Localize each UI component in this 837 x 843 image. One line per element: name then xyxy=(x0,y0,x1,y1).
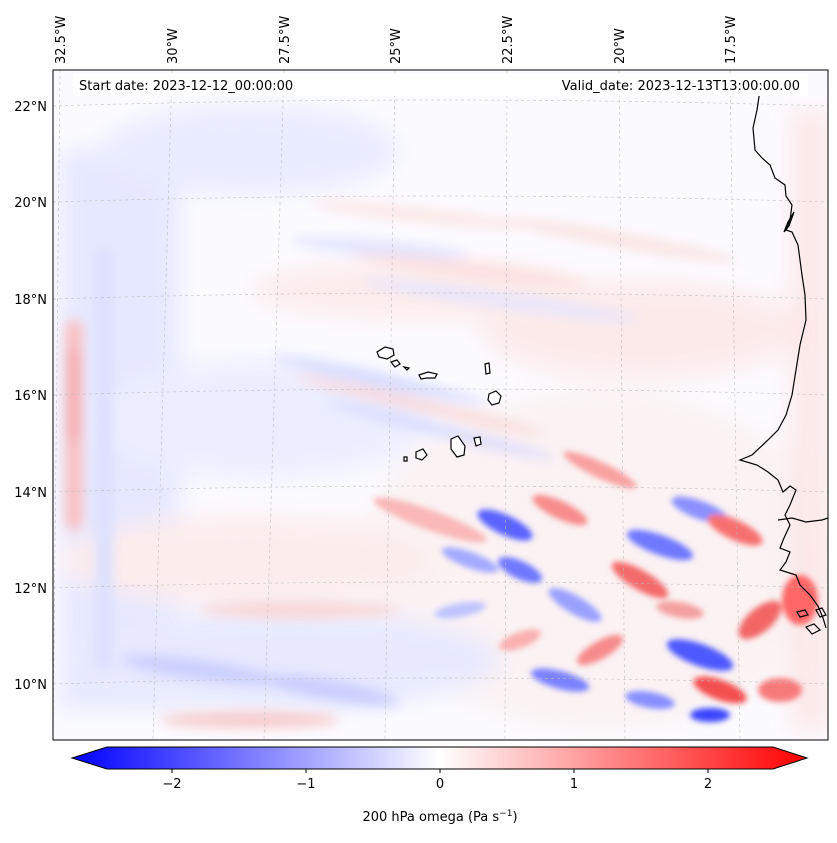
colorbar-tick-m1: −1 xyxy=(296,777,315,792)
colorbar-tick-1: 1 xyxy=(570,777,578,792)
colorbar-tick-0: 0 xyxy=(436,777,444,792)
lat-label-12n: 12°N xyxy=(14,582,47,597)
santa-luzia-island xyxy=(402,366,411,371)
santiago-island xyxy=(450,435,466,458)
maio-island xyxy=(473,436,482,447)
colorbar-body xyxy=(70,746,809,770)
start-date-label: Start date: 2023-12-12_00:00:00 xyxy=(79,79,293,94)
map-panel xyxy=(53,70,828,740)
lat-label-18n: 18°N xyxy=(14,293,47,308)
map-frame xyxy=(52,69,829,741)
brava-island xyxy=(403,456,408,462)
lat-label-16n: 16°N xyxy=(14,389,47,404)
colorbar-tick-m2: −2 xyxy=(162,777,181,792)
graticule xyxy=(53,70,828,740)
longitude-labels: 32.5°W 30°W 27.5°W 25°W 22.5°W 20°W 17.5… xyxy=(54,16,739,64)
lon-label-25w: 25°W xyxy=(389,28,404,64)
annotation-band xyxy=(73,74,808,96)
sal-island xyxy=(484,362,491,375)
colorbar-tick-2: 2 xyxy=(704,777,712,792)
lon-label-27-5w: 27.5°W xyxy=(278,16,293,64)
islands xyxy=(376,346,502,462)
lon-label-22-5w: 22.5°W xyxy=(501,16,516,64)
fogo-island xyxy=(415,448,428,461)
lon-label-17-5w: 17.5°W xyxy=(724,16,739,64)
valid-date-label: Valid_date: 2023-12-13T13:00:00.00 xyxy=(562,79,800,94)
sao-vicente-island xyxy=(389,359,401,368)
colorbar-label: 200 hPa omega (Pa s−1) xyxy=(362,809,517,825)
lat-label-14n: 14°N xyxy=(14,486,47,501)
omega-field-southeast xyxy=(373,451,818,722)
santo-antao-island xyxy=(376,346,395,360)
omega-field-west-streak xyxy=(66,250,112,670)
latitude-labels: 22°N 20°N 18°N 16°N 14°N 12°N 10°N xyxy=(14,100,47,693)
colorbar-ticks xyxy=(171,769,709,773)
lat-label-10n: 10°N xyxy=(14,678,47,693)
lon-label-32-5w: 32.5°W xyxy=(54,16,69,64)
omega-field-north-bands xyxy=(272,201,739,460)
omega-field-south-bands xyxy=(120,602,400,728)
boa-vista-island xyxy=(487,390,502,406)
colorbar: −2 −1 0 1 2 200 hPa omega (Pa s−1) xyxy=(70,746,809,825)
coastline xyxy=(738,89,828,635)
lat-label-20n: 20°N xyxy=(14,196,47,211)
sao-nicolau-island xyxy=(418,371,438,380)
lon-label-20w: 20°W xyxy=(613,28,628,64)
lat-label-22n: 22°N xyxy=(14,100,47,115)
lon-label-30w: 30°W xyxy=(166,28,181,64)
